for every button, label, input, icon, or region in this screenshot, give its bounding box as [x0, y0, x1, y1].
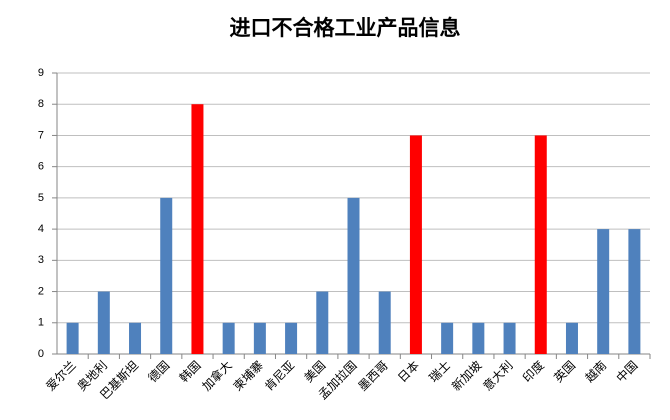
bar	[534, 135, 547, 354]
x-tick-label: 美国	[302, 358, 329, 385]
x-tick-label: 柬埔寨	[230, 358, 266, 394]
bar	[628, 229, 641, 354]
bar	[285, 322, 298, 354]
bar	[160, 197, 173, 354]
x-tick-label: 意大利	[480, 358, 516, 394]
y-tick-label: 2	[38, 285, 44, 297]
x-tick-label: 德国	[145, 358, 173, 386]
bar	[129, 322, 142, 354]
bar	[191, 104, 204, 354]
x-tick-label: 肯尼亚	[262, 358, 297, 393]
bar	[347, 197, 360, 354]
bar	[66, 322, 79, 354]
y-tick-label: 5	[38, 192, 44, 204]
x-tick-label: 中国	[613, 358, 641, 386]
bar	[503, 322, 516, 354]
y-tick-label: 4	[38, 223, 44, 235]
bar	[565, 322, 578, 354]
x-tick-label: 印度	[519, 358, 547, 386]
x-tick-label: 加拿大	[199, 358, 235, 394]
x-tick-label: 新加坡	[448, 358, 484, 394]
y-tick-label: 1	[38, 317, 44, 329]
x-tick-label: 英国	[551, 358, 578, 385]
chart-title: 进口不合格工业产品信息	[230, 16, 461, 40]
bar	[316, 291, 329, 354]
y-tick-label: 8	[38, 98, 44, 110]
bar	[378, 291, 391, 354]
y-tick-label: 6	[38, 161, 44, 173]
bar	[253, 322, 266, 354]
bar	[97, 291, 110, 354]
x-tick-label: 瑞士	[426, 358, 453, 385]
bar	[409, 135, 422, 354]
y-tick-label: 9	[38, 67, 44, 79]
bar	[222, 322, 235, 354]
x-tick-label: 日本	[395, 358, 422, 385]
x-tick-label: 爱尔兰	[43, 358, 79, 394]
x-tick-label: 越南	[582, 358, 610, 386]
y-tick-label: 0	[38, 348, 44, 360]
y-tick-label: 3	[38, 254, 44, 266]
bar	[472, 322, 485, 354]
x-tick-label: 韩国	[176, 358, 204, 386]
bar	[441, 322, 454, 354]
y-tick-label: 7	[38, 129, 44, 141]
x-tick-label: 墨西哥	[355, 358, 390, 393]
bar	[597, 229, 610, 354]
